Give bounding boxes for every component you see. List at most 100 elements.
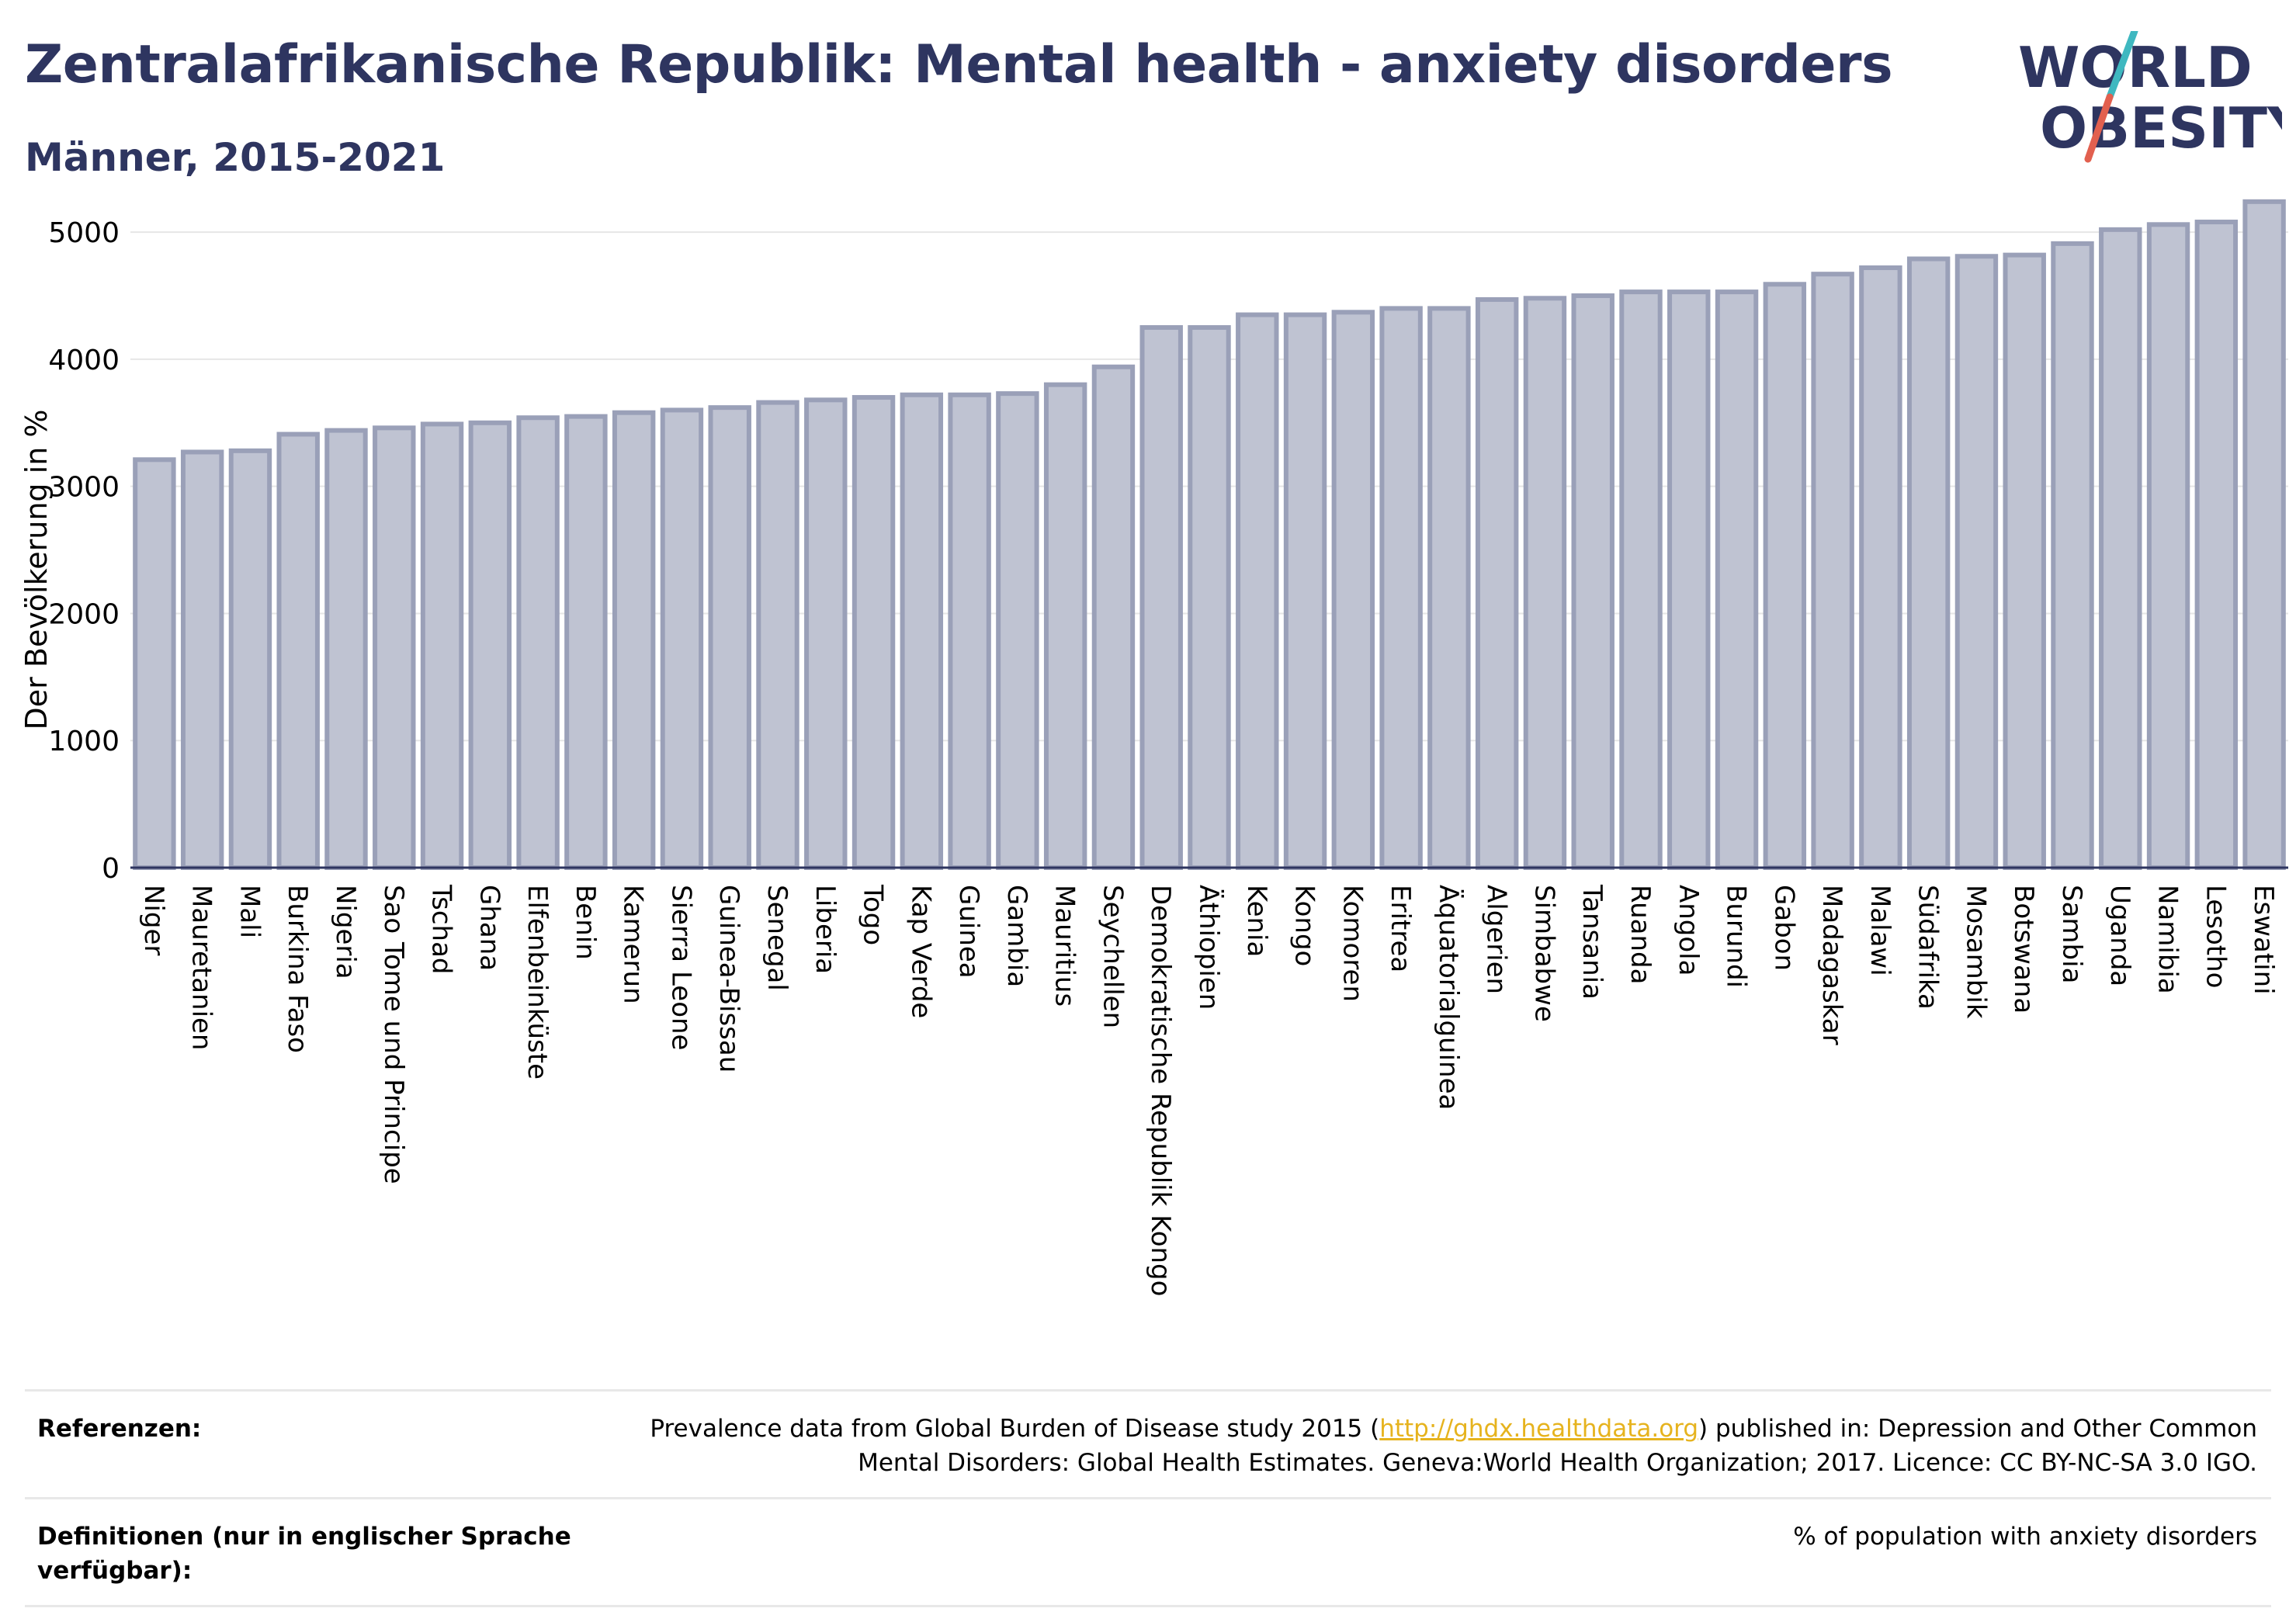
x-tick-label: Togo [858,884,889,945]
x-tick-label: Benin [570,885,601,960]
y-axis-ticks: 0 1000 2000 3000 4000 5000 [48,217,120,885]
bar [804,397,848,870]
x-tick-label: Ruanda [1625,885,1656,984]
bar [516,415,560,870]
bar [564,414,608,870]
x-tick-label: Senegal [761,885,793,991]
bar [373,425,416,870]
bar [1667,289,1711,870]
bar [420,421,464,870]
bar [468,420,512,870]
bar [1427,306,1471,870]
bar [1571,293,1614,870]
bar [612,410,656,870]
bar [1619,289,1663,870]
x-tick-label: Uganda [2104,885,2135,986]
bar [1043,382,1087,870]
bar [1954,254,1999,870]
bar [180,449,224,870]
logo-line-1: WORLD [2018,35,2253,100]
x-tick-label: Seychellen [1097,885,1128,1028]
x-tick-label: Tschad [426,884,457,975]
x-tick-label: Äthiopien [1193,885,1224,1010]
bar [2003,252,2046,870]
bar [276,431,320,870]
x-tick-label: Kongo [1289,885,1320,966]
x-tick-label: Burundi [1721,885,1752,988]
bar [1906,256,1951,870]
bar [1859,265,1902,870]
x-tick-label: Simbabwe [1528,885,1559,1022]
x-tick-label: Mauritius [1049,885,1080,1007]
y-axis-label: Der Bevölkerung in % [19,410,54,730]
bar [708,405,751,870]
y-tick-label: 5000 [48,217,120,249]
bar [1236,312,1279,870]
x-tick-label: Gambia [1001,885,1032,987]
y-tick-label: 0 [102,853,120,885]
bar [756,400,799,870]
bar [228,448,272,870]
x-tick-label: Namibia [2152,885,2183,994]
bar [1091,364,1136,871]
world-obesity-logo: WORLD OBESITY [2018,31,2282,163]
references-link[interactable]: http://ghdx.healthdata.org [1379,1415,1699,1443]
bar [2194,220,2239,870]
bar [1715,289,1759,870]
bar [2051,241,2094,870]
x-tick-label: Guinea-Bissau [713,885,744,1073]
x-tick-label: Angola [1673,885,1704,976]
x-tick-label: Elfenbeinküste [522,885,553,1080]
x-tick-label: Kamerun [618,885,649,1004]
bar [1283,312,1327,870]
x-tick-label: Sierra Leone [665,885,696,1050]
footer: Referenzen: Prevalence data from Global … [25,1389,2271,1607]
references-row: Referenzen: Prevalence data from Global … [25,1389,2271,1497]
bar [1811,272,1854,870]
bar [133,457,176,870]
definitions-label: Definitionen (nur in englischer Sprache … [37,1523,571,1585]
definitions-row: Definitionen (nur in englischer Sprache … [25,1497,2271,1607]
bar [996,391,1039,871]
bar [660,407,704,870]
x-tick-label: Sao Tome und Principe [378,885,409,1184]
x-tick-label: Lesotho [2200,885,2231,988]
bar [1188,324,1231,870]
x-tick-label: Eswatini [2248,885,2279,995]
logo-slash-teal [2106,31,2138,101]
x-tick-label: Ghana [473,885,505,971]
bar [1475,296,1519,870]
x-tick-label: Eritrea [1385,885,1416,972]
y-tick-label: 2000 [48,598,120,630]
bar [1379,306,1423,870]
x-tick-label: Südafrika [1913,885,1944,1010]
page-subtitle: Männer, 2015-2021 [25,135,446,180]
y-tick-label: 3000 [48,472,120,504]
bar [1523,296,1567,871]
references-label: Referenzen: [37,1415,202,1443]
page-title: Zentralafrikanische Republik: Mental hea… [25,34,1893,95]
y-tick-label: 1000 [48,726,120,757]
y-tick-label: 4000 [48,345,120,376]
bar [2146,222,2190,870]
logo-slash-red [2084,93,2114,163]
x-tick-label: Tansania [1576,884,1608,1000]
x-tick-label: Komoren [1337,885,1368,1002]
x-tick-label: Botswana [2008,885,2039,1014]
bar [2099,227,2142,870]
x-tick-label: Sambia [2056,885,2087,983]
bar [948,392,991,870]
bar [324,428,368,870]
x-tick-label: Madagaskar [1816,885,1847,1045]
x-tick-label: Burkina Faso [282,885,313,1053]
x-tick-label: Guinea [953,885,984,979]
x-tick-label: Gabon [1768,885,1799,971]
bar-chart: 0 1000 2000 3000 4000 5000 Niger Mauretanien Ma… [19,199,2288,1296]
x-tick-label: Malawi [1864,885,1895,976]
x-tick-label: Äquatorialguinea [1433,885,1464,1110]
x-tick-label: Demokratische Republik Kongo [1145,885,1176,1296]
x-axis-ticks: Niger Mauretanien Mali Burkina Faso Nigeria S… [138,884,2279,1296]
x-tick-label: Mauretanien [186,885,217,1051]
bar [851,395,896,870]
x-tick-label: Kap Verde [905,885,936,1018]
